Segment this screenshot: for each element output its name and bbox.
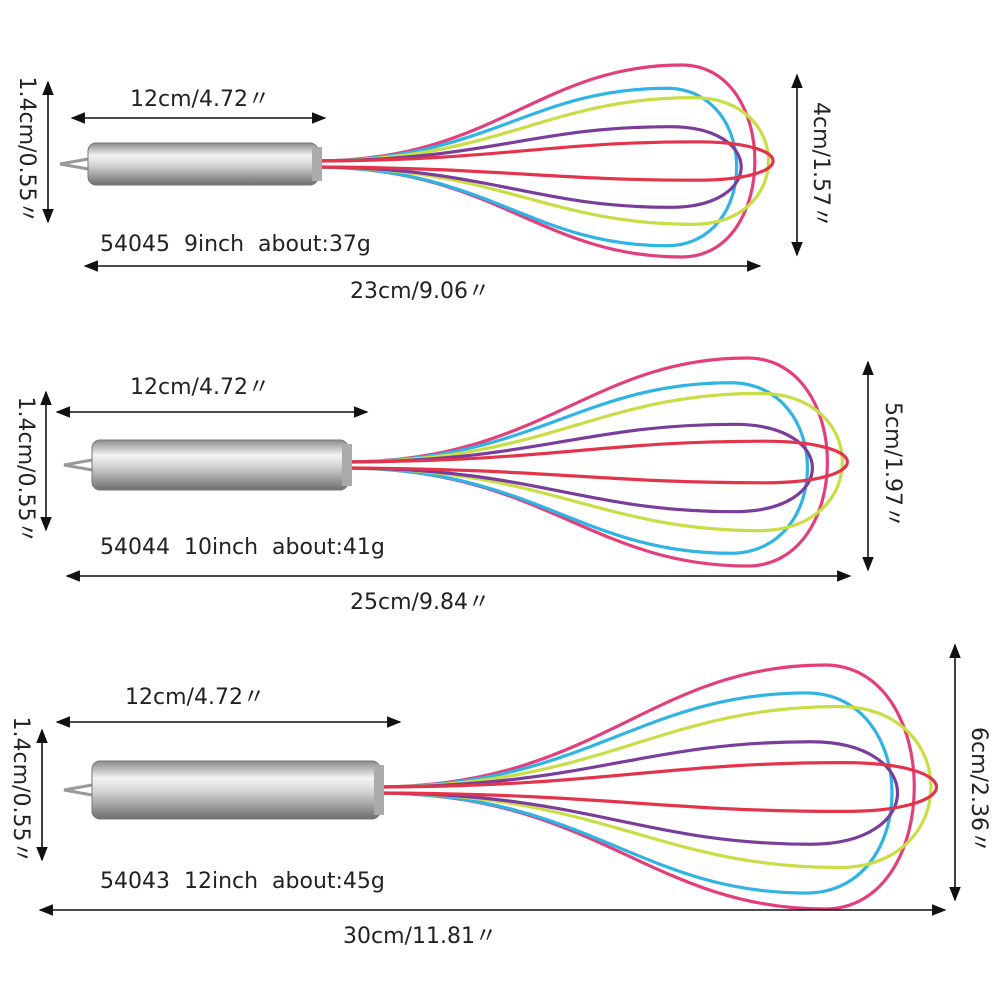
total-length-label: 30cm/11.81〃 <box>343 924 497 949</box>
whisk-wire <box>346 439 849 485</box>
whisk <box>63 663 939 911</box>
whisk-wire <box>346 356 829 568</box>
head-width-label: 5cm/1.97〃 <box>880 402 905 528</box>
handle-length-label: 12cm/4.72〃 <box>125 685 265 710</box>
handle-diameter-label: 1.4cm/0.55〃 <box>13 397 38 544</box>
model-label: 54044 10inch about:41g <box>100 535 385 560</box>
total-length-label: 25cm/9.84〃 <box>350 590 490 615</box>
total-length-label: 23cm/9.06〃 <box>350 279 490 304</box>
whisk <box>63 356 849 568</box>
ferrule <box>342 444 352 486</box>
head-width-label: 6cm/2.36〃 <box>966 727 991 853</box>
whisk-wire <box>378 704 933 870</box>
whisk-wire <box>316 140 775 182</box>
handle-length-label: 12cm/4.72〃 <box>130 375 270 400</box>
whisk <box>59 63 775 259</box>
hanging-loop <box>59 157 89 171</box>
whisk-wire <box>378 760 939 814</box>
handle <box>91 760 381 820</box>
whisk-wire <box>378 740 899 846</box>
hanging-loop <box>63 458 93 472</box>
head-width-label: 4cm/1.57〃 <box>808 102 833 228</box>
whisk-wire <box>346 381 810 555</box>
whisk-wire <box>316 86 739 248</box>
whisk-wire <box>346 391 844 533</box>
model-label: 54045 9inch about:37g <box>100 232 371 257</box>
whisk-wire <box>346 422 815 514</box>
handle <box>87 142 319 186</box>
handle <box>91 439 349 491</box>
whisk-wire <box>316 96 770 226</box>
handle-diameter-label: 1.4cm/0.55〃 <box>14 77 39 224</box>
ferrule <box>312 147 322 181</box>
hanging-loop <box>63 783 93 797</box>
whisk-wire <box>316 125 743 209</box>
handle-diameter-label: 1.4cm/0.55〃 <box>8 717 33 864</box>
whisk-wire <box>316 63 757 259</box>
whisk-wire <box>378 663 916 911</box>
ferrule <box>374 765 384 815</box>
handle-length-label: 12cm/4.72〃 <box>130 87 270 112</box>
model-label: 54043 12inch about:45g <box>100 869 385 894</box>
whisk-wire <box>378 691 894 895</box>
